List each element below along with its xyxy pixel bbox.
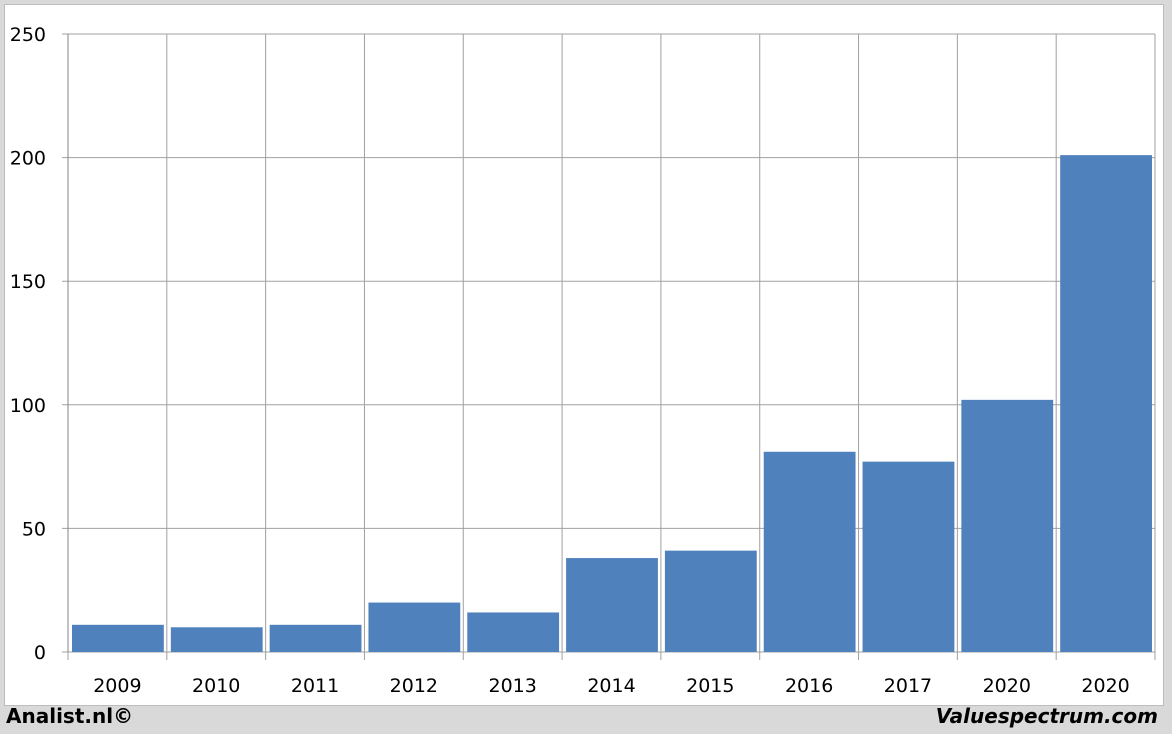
bar-2016 bbox=[763, 451, 856, 652]
y-tick-label: 250 bbox=[10, 24, 46, 46]
bar-2011 bbox=[269, 624, 362, 652]
x-tick-label: 2012 bbox=[390, 675, 438, 697]
x-tick-label: 2009 bbox=[93, 675, 141, 697]
bar-2020 bbox=[961, 399, 1054, 652]
analist-credit: Analist.nl© bbox=[6, 704, 134, 728]
bar-2013 bbox=[467, 612, 560, 652]
valuespectrum-credit: Valuespectrum.com bbox=[935, 704, 1158, 728]
x-tick-label: 2011 bbox=[291, 675, 339, 697]
bar-2015 bbox=[664, 550, 757, 652]
y-tick-label: 150 bbox=[10, 271, 46, 293]
y-tick-label: 200 bbox=[10, 148, 46, 170]
x-tick-label: 2017 bbox=[884, 675, 932, 697]
x-tick-label: 2014 bbox=[587, 675, 635, 697]
y-tick-label: 50 bbox=[22, 518, 46, 540]
x-tick-label: 2020 bbox=[1081, 675, 1129, 697]
y-tick-label: 100 bbox=[10, 395, 46, 417]
bar-2014 bbox=[566, 558, 658, 652]
bar-2010 bbox=[170, 627, 263, 652]
bar-2017 bbox=[862, 461, 955, 652]
x-tick-label: 2010 bbox=[192, 675, 240, 697]
bar-2020 bbox=[1060, 155, 1152, 653]
x-tick-label: 2013 bbox=[489, 675, 537, 697]
x-tick-label: 2016 bbox=[785, 675, 833, 697]
x-tick-label: 2020 bbox=[983, 675, 1031, 697]
x-tick-label: 2015 bbox=[686, 675, 734, 697]
bar-2012 bbox=[368, 602, 461, 652]
bar-2009 bbox=[72, 624, 164, 652]
y-tick-label: 0 bbox=[34, 642, 46, 664]
